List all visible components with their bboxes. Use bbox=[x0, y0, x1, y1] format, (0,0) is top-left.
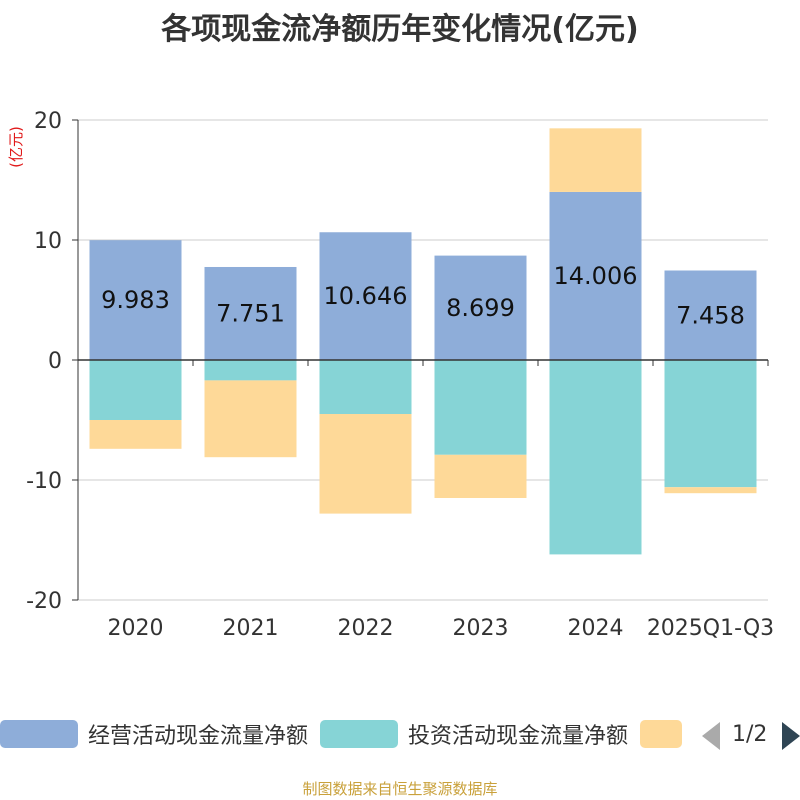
x-tick-label: 2021 bbox=[223, 616, 279, 641]
legend-label-investing: 投资活动现金流量净额 bbox=[408, 724, 629, 749]
y-axis-unit-label: (亿元) bbox=[7, 126, 25, 168]
y-tick-label: 10 bbox=[34, 229, 62, 254]
data-label-2025Q1-Q3: 7.458 bbox=[676, 301, 745, 329]
y-tick-label: 0 bbox=[48, 349, 62, 374]
x-tick-label: 2025Q1-Q3 bbox=[647, 616, 774, 641]
y-tick-label: 20 bbox=[34, 109, 62, 134]
data-source-note: 制图数据来自恒生聚源数据库 bbox=[302, 780, 498, 798]
pager-prev-icon[interactable] bbox=[702, 722, 720, 750]
bar-investing-2023 bbox=[434, 360, 527, 455]
bar-operating-2021 bbox=[204, 266, 297, 360]
legend-swatch-investing bbox=[320, 720, 398, 748]
data-label-2024: 14.006 bbox=[554, 262, 638, 290]
data-label-2022: 10.646 bbox=[324, 282, 408, 310]
chart-plot: 20 10 0 -10 -20 2020 2021 2022 2023 2024 2025Q1-Q3… bbox=[7, 109, 774, 641]
bar-investing-2021 bbox=[204, 360, 297, 381]
legend-item-operating[interactable]: 经营活动现金流量净额 bbox=[0, 718, 308, 750]
bar-operating-2023 bbox=[434, 255, 527, 360]
bar-financing-2025Q1-Q3 bbox=[664, 487, 757, 494]
bar-investing-2025Q1-Q3 bbox=[664, 360, 757, 488]
bar-operating-2022 bbox=[319, 232, 412, 360]
bar-investing-2024 bbox=[549, 360, 642, 555]
y-tick-label: -20 bbox=[26, 589, 62, 614]
bar-financing-2023 bbox=[434, 454, 527, 498]
data-label-2020: 9.983 bbox=[101, 286, 170, 314]
bar-investing-2022 bbox=[319, 360, 412, 414]
chart-title: 各项现金流净额历年变化情况(亿元) bbox=[161, 12, 639, 47]
x-tick-label: 2024 bbox=[568, 616, 624, 641]
bar-operating-2025Q1-Q3 bbox=[664, 270, 757, 360]
legend-pager: 1/2 bbox=[700, 720, 800, 750]
legend-swatch-financing bbox=[640, 720, 682, 748]
bar-investing-2020 bbox=[89, 360, 182, 420]
legend-label-operating: 经营活动现金流量净额 bbox=[88, 724, 309, 749]
legend-item-financing[interactable] bbox=[640, 718, 682, 750]
x-tick-label: 2020 bbox=[108, 616, 164, 641]
bar-operating-2024 bbox=[549, 191, 642, 360]
bar-financing-2024 bbox=[549, 128, 642, 192]
y-tick-label: -10 bbox=[26, 469, 62, 494]
data-label-2021: 7.751 bbox=[216, 299, 285, 327]
pager-status: 1/2 bbox=[732, 722, 768, 747]
bar-financing-2021 bbox=[204, 380, 297, 458]
bar-financing-2022 bbox=[319, 414, 412, 514]
bar-operating-2020 bbox=[89, 240, 182, 360]
x-tick-label: 2022 bbox=[338, 616, 394, 641]
pager-next-icon[interactable] bbox=[782, 722, 800, 750]
data-label-2023: 8.699 bbox=[446, 294, 515, 322]
x-tick-label: 2023 bbox=[453, 616, 509, 641]
legend-swatch-operating bbox=[0, 720, 78, 748]
legend-item-investing[interactable]: 投资活动现金流量净额 bbox=[320, 718, 628, 750]
bar-financing-2020 bbox=[89, 420, 182, 449]
legend: 经营活动现金流量净额 投资活动现金流量净额 1/2 bbox=[0, 714, 800, 758]
